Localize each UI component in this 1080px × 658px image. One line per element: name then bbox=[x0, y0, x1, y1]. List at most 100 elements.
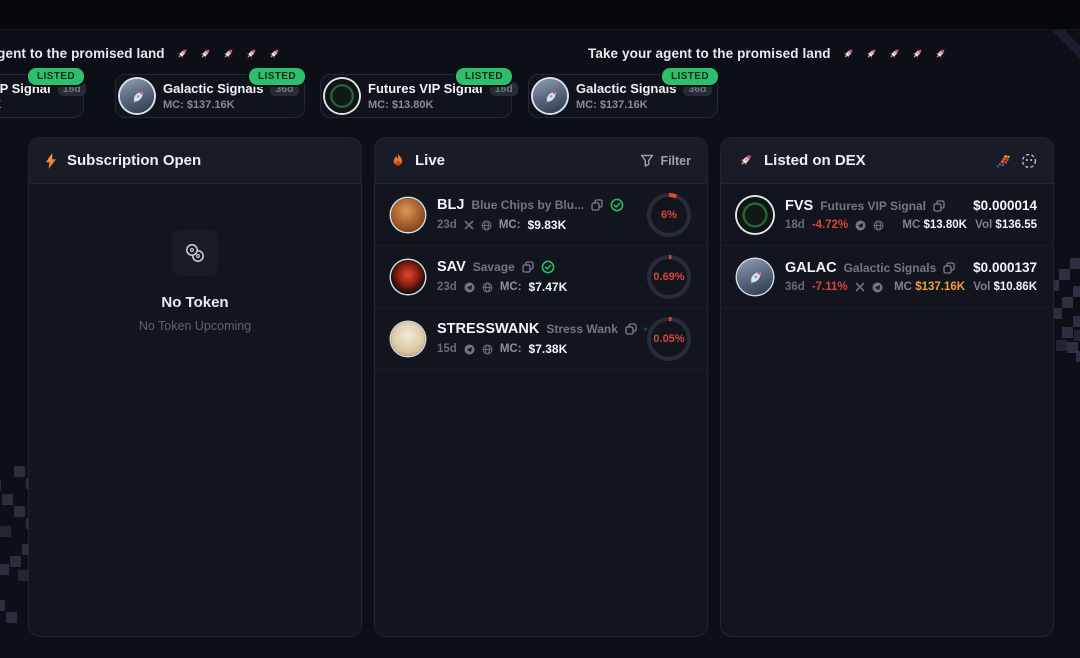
website-link[interactable] bbox=[482, 282, 493, 293]
rocket-icon bbox=[738, 152, 754, 168]
vol-value: $136.55 bbox=[995, 219, 1037, 231]
empty-state-subtitle: No Token Upcoming bbox=[138, 319, 252, 333]
marquee-text: Take your agent to the promised land bbox=[0, 46, 165, 61]
mc-label: MC: bbox=[499, 281, 522, 293]
listed-badge: LISTED bbox=[660, 66, 720, 87]
lightning-icon bbox=[46, 152, 56, 169]
rocket-icon bbox=[887, 46, 901, 60]
ticker-token-mc: MC: $137.16K bbox=[163, 99, 235, 111]
rocket-icon bbox=[175, 46, 189, 60]
ticker-card-futures-vip[interactable]: Futures VIP Signal 18d MC: $13.80K LISTE… bbox=[0, 66, 86, 118]
empty-state-title: No Token bbox=[161, 294, 229, 311]
copy-icon bbox=[522, 261, 534, 273]
ticker-token-mc: MC: $13.80K bbox=[0, 99, 86, 111]
progress-percent: 6% bbox=[661, 208, 677, 221]
token-symbol: SAV bbox=[437, 259, 466, 275]
live-token-row[interactable]: STRESSWANK Stress Wank 15d MC: $7.38K 0.… bbox=[375, 308, 707, 370]
coins-icon bbox=[172, 230, 218, 276]
mc-value: $7.47K bbox=[528, 280, 568, 294]
verified-icon bbox=[610, 198, 624, 212]
listed-badge: LISTED bbox=[454, 66, 514, 87]
live-token-row[interactable]: SAV Savage 23d MC: $7.47K 0.69% bbox=[375, 246, 707, 308]
vol-label: Vol bbox=[975, 219, 993, 231]
telegram-icon bbox=[464, 282, 475, 292]
panel-title: Live bbox=[415, 152, 446, 169]
telegram-icon bbox=[872, 282, 883, 292]
copy-icon bbox=[591, 199, 603, 211]
telegram-link[interactable] bbox=[464, 282, 475, 293]
live-panel-header: Live Filter bbox=[375, 138, 707, 184]
mc-value: $7.38K bbox=[528, 342, 568, 356]
mc-label: MC: bbox=[498, 219, 521, 231]
dexscreener-icon[interactable] bbox=[1021, 153, 1037, 169]
rocket-icon bbox=[864, 46, 878, 60]
ticker-card-futures-vip[interactable]: Futures VIP Signal 18d MC: $13.80K LISTE… bbox=[320, 66, 518, 118]
ticker-token-name: Galactic Signals bbox=[163, 81, 264, 96]
website-link[interactable] bbox=[482, 344, 493, 355]
rocket-icon bbox=[221, 46, 235, 60]
website-link[interactable] bbox=[873, 220, 884, 231]
marquee-copy: Take your agent to the promised land bbox=[588, 46, 947, 61]
telegram-icon bbox=[855, 220, 866, 230]
website-link[interactable] bbox=[481, 220, 492, 231]
live-token-row[interactable]: BLJ Blue Chips by Blu... 23d MC: $9.83K … bbox=[375, 184, 707, 246]
mc-label: MC bbox=[894, 281, 912, 293]
bonding-progress-ring: 0.69% bbox=[647, 254, 691, 299]
rocket-icon bbox=[841, 46, 855, 60]
promo-marquee: Take your agent to the promised land Tak… bbox=[0, 46, 1080, 66]
ticker-card-galactic[interactable]: Galactic Signals 36d MC: $137.16K LISTED bbox=[528, 66, 720, 118]
mc-value: $13.80K bbox=[923, 219, 967, 231]
copy-address-button[interactable] bbox=[522, 261, 534, 273]
copy-address-button[interactable] bbox=[591, 199, 603, 211]
token-age: 18d bbox=[785, 219, 805, 231]
copy-address-button[interactable] bbox=[625, 323, 637, 335]
live-panel: Live Filter BLJ Blue Chips by Blu... 23d bbox=[374, 137, 708, 637]
rocket-icon bbox=[910, 46, 924, 60]
rocket-icon bbox=[267, 46, 281, 60]
dex-token-row[interactable]: GALAC Galactic Signals 36d -7.11% $0.000… bbox=[721, 246, 1053, 308]
token-avatar bbox=[120, 79, 154, 113]
dex-panel: Listed on DEX FVS Futures VIP Signal 18d… bbox=[720, 137, 1054, 637]
filter-button[interactable]: Filter bbox=[640, 154, 691, 168]
x-social-link[interactable] bbox=[855, 282, 865, 292]
token-name: Futures VIP Signal bbox=[820, 199, 927, 213]
telegram-icon bbox=[464, 344, 475, 354]
listed-badge: LISTED bbox=[26, 66, 86, 87]
token-age: 23d bbox=[437, 219, 457, 231]
token-age: 15d bbox=[437, 343, 457, 355]
bonding-progress-ring: 0.05% bbox=[647, 316, 691, 361]
x-social-link[interactable] bbox=[464, 220, 474, 230]
subscription-panel: Subscription Open No Token No Token Upco… bbox=[28, 137, 362, 637]
telegram-link[interactable] bbox=[464, 344, 475, 355]
telegram-link[interactable] bbox=[855, 220, 866, 231]
token-price: $0.000014 bbox=[973, 198, 1037, 213]
panel-title: Subscription Open bbox=[67, 152, 202, 169]
token-symbol: FVS bbox=[785, 198, 814, 214]
token-avatar bbox=[391, 321, 425, 356]
token-symbol: BLJ bbox=[437, 197, 465, 213]
token-symbol: GALAC bbox=[785, 260, 837, 276]
verified-icon bbox=[541, 260, 555, 274]
token-symbol: STRESSWANK bbox=[437, 321, 540, 337]
mc-label: MC: bbox=[499, 343, 522, 355]
dex-token-row[interactable]: FVS Futures VIP Signal 18d -4.72% $0.000… bbox=[721, 184, 1053, 246]
token-age: 36d bbox=[785, 281, 805, 293]
fire-icon bbox=[393, 153, 403, 166]
ticker-card-galactic[interactable]: Galactic Signals 36d MC: $137.16K LISTED bbox=[115, 66, 307, 118]
marquee-text: Take your agent to the promised land bbox=[588, 46, 831, 61]
dex-panel-header: Listed on DEX bbox=[721, 138, 1053, 184]
globe-icon bbox=[482, 282, 493, 292]
token-avatar bbox=[737, 196, 773, 233]
rocket-icons bbox=[841, 46, 947, 61]
progress-percent: 0.69% bbox=[653, 270, 685, 283]
token-avatar bbox=[391, 259, 425, 294]
globe-icon bbox=[873, 220, 884, 230]
rocket-icon bbox=[244, 46, 258, 60]
dextools-icon[interactable] bbox=[994, 153, 1011, 169]
filter-icon bbox=[641, 154, 654, 167]
token-avatar bbox=[325, 79, 359, 113]
telegram-link[interactable] bbox=[872, 282, 883, 293]
token-name: Savage bbox=[472, 260, 515, 274]
rocket-icon bbox=[198, 46, 212, 60]
